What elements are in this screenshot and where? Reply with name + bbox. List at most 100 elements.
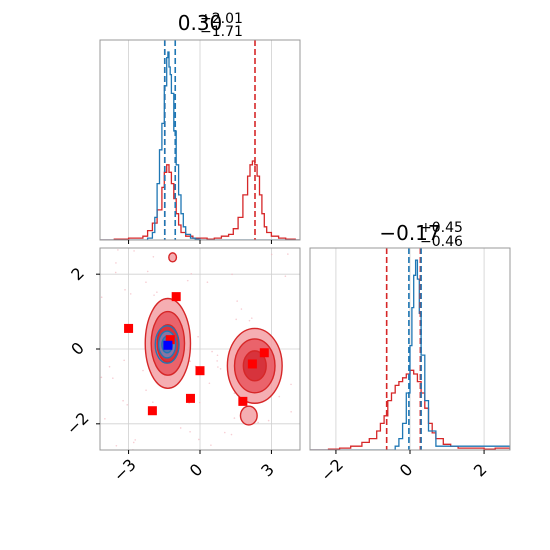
joint-sample-dot <box>152 256 155 258</box>
joint-sample-dot <box>115 444 118 447</box>
joint-blue-marker-0 <box>163 340 173 350</box>
joint-sample-dot <box>186 279 189 282</box>
joint-contour-4-level-0 <box>154 325 180 364</box>
joint-y-tick-labels: −2 0 2 <box>63 264 93 439</box>
joint-sample-dot <box>190 272 193 275</box>
joint-ticks <box>96 273 272 454</box>
joint-sample-dot <box>126 403 129 406</box>
joint-sample-dot <box>236 300 238 302</box>
joint-sample-dot <box>235 318 237 321</box>
joint-sample-dot <box>206 281 209 283</box>
marginal-x-panel: 0.30 +2.01 −1.71 <box>99 11 301 244</box>
marginal-x-histogram-0 <box>100 160 300 240</box>
joint-panel: −3 0 3 −2 0 2 <box>63 247 301 485</box>
joint-sample-dot <box>240 308 243 310</box>
marginal-x-histogram-1 <box>100 51 300 240</box>
joint-x-tick-labels: −3 0 3 <box>110 455 278 485</box>
marginal-y-title: −0.17 <box>379 221 440 245</box>
marginal-y-title-plus: +0.45 <box>420 220 463 236</box>
joint-sample-dot <box>287 253 289 255</box>
joint-sample-dot <box>257 421 259 424</box>
marginal-x-title: 0.30 <box>178 11 223 35</box>
joint-x-tick-label-1: 0 <box>186 460 207 481</box>
joint-sample-dot <box>216 360 218 362</box>
marginal-y-tick-labels: −2 0 2 <box>317 455 491 485</box>
joint-contour-3-level-0 <box>168 252 178 263</box>
joint-sample-dot <box>108 365 111 368</box>
joint-sample-dot <box>198 401 201 404</box>
joint-sample-dot <box>219 368 222 370</box>
joint-sample-dot <box>146 270 149 273</box>
joint-sample-dot <box>100 296 103 299</box>
joint-sample-dot <box>284 275 287 278</box>
joint-contour-2-level-0 <box>239 405 258 426</box>
marginal-y-histogram-1 <box>310 259 510 450</box>
joint-sample-dot <box>211 350 213 353</box>
joint-sample-dot <box>156 291 158 293</box>
joint-red-marker-7 <box>247 359 257 369</box>
joint-sample-dot <box>145 389 147 391</box>
joint-sample-dot <box>290 410 292 413</box>
marginal-y-x-tick-label-2: 2 <box>470 460 491 481</box>
joint-sample-dot <box>145 281 147 284</box>
joint-sample-dot <box>233 417 236 419</box>
joint-sample-dot <box>142 369 144 372</box>
joint-markers <box>124 292 269 416</box>
joint-red-marker-0 <box>124 323 134 333</box>
joint-sample-dot <box>230 433 233 436</box>
joint-sample-dot <box>278 395 281 398</box>
joint-gridlines <box>100 248 300 450</box>
joint-y-tick-label-0: −2 <box>63 408 93 438</box>
joint-sample-dot <box>114 271 117 274</box>
joint-sample-dot <box>100 376 103 379</box>
joint-y-tick-label-2: 2 <box>67 264 88 285</box>
joint-sample-dot <box>115 262 117 264</box>
joint-sample-dot <box>197 335 199 338</box>
joint-sample-dot <box>208 382 211 385</box>
joint-sample-dot <box>248 319 251 322</box>
joint-sample-dot <box>233 392 236 395</box>
joint-sample-dot <box>210 444 212 446</box>
marginal-x-gridlines <box>128 40 272 240</box>
joint-sample-dot <box>217 366 219 368</box>
joint-sample-dot <box>267 419 270 422</box>
joint-red-marker-1 <box>171 292 181 302</box>
joint-red-marker-3 <box>195 366 205 376</box>
joint-red-marker-8 <box>259 348 269 358</box>
marginal-y-panel: −2 0 2 −0.17 +0.45 −0.46 <box>309 220 511 485</box>
joint-sample-dot <box>134 439 137 441</box>
joint-sample-dot <box>104 418 106 420</box>
joint-sample-dot <box>189 430 191 433</box>
joint-red-marker-5 <box>147 406 157 416</box>
joint-sample-dot <box>129 293 132 295</box>
marginal-y-ticks <box>335 450 485 454</box>
joint-sample-dot <box>132 441 135 444</box>
marginal-y-x-tick-label-1: 0 <box>396 460 417 481</box>
joint-sample-dot <box>122 399 124 402</box>
joint-sample-dot <box>198 438 200 441</box>
joint-sample-dot <box>250 317 253 319</box>
joint-red-marker-6 <box>238 396 248 406</box>
marginal-x-title-minus: −1.71 <box>200 24 243 40</box>
joint-x-tick-label-2: 3 <box>257 460 278 481</box>
joint-sample-dot <box>290 383 292 386</box>
joint-sample-dot <box>117 249 119 251</box>
joint-sample-dot <box>112 377 114 379</box>
joint-sample-dot <box>123 359 125 362</box>
joint-sample-dot <box>216 354 219 357</box>
marginal-x-quantile-lines <box>163 40 256 240</box>
joint-sample-dot <box>231 273 233 276</box>
joint-sample-dot <box>179 427 182 429</box>
joint-sample-dot <box>224 431 226 434</box>
joint-x-tick-label-0: −3 <box>110 455 140 485</box>
marginal-y-quantile-lines <box>385 248 422 450</box>
marginal-y-title-median: −0.17 <box>379 221 440 245</box>
joint-sample-dot <box>153 294 155 296</box>
joint-sample-dot <box>124 288 126 291</box>
marginal-x-ticks <box>128 240 272 244</box>
joint-sample-dot <box>152 401 154 403</box>
marginal-x-histograms <box>100 51 300 240</box>
marginal-x-title-plus: +2.01 <box>200 11 243 27</box>
joint-sample-dot <box>133 250 135 252</box>
